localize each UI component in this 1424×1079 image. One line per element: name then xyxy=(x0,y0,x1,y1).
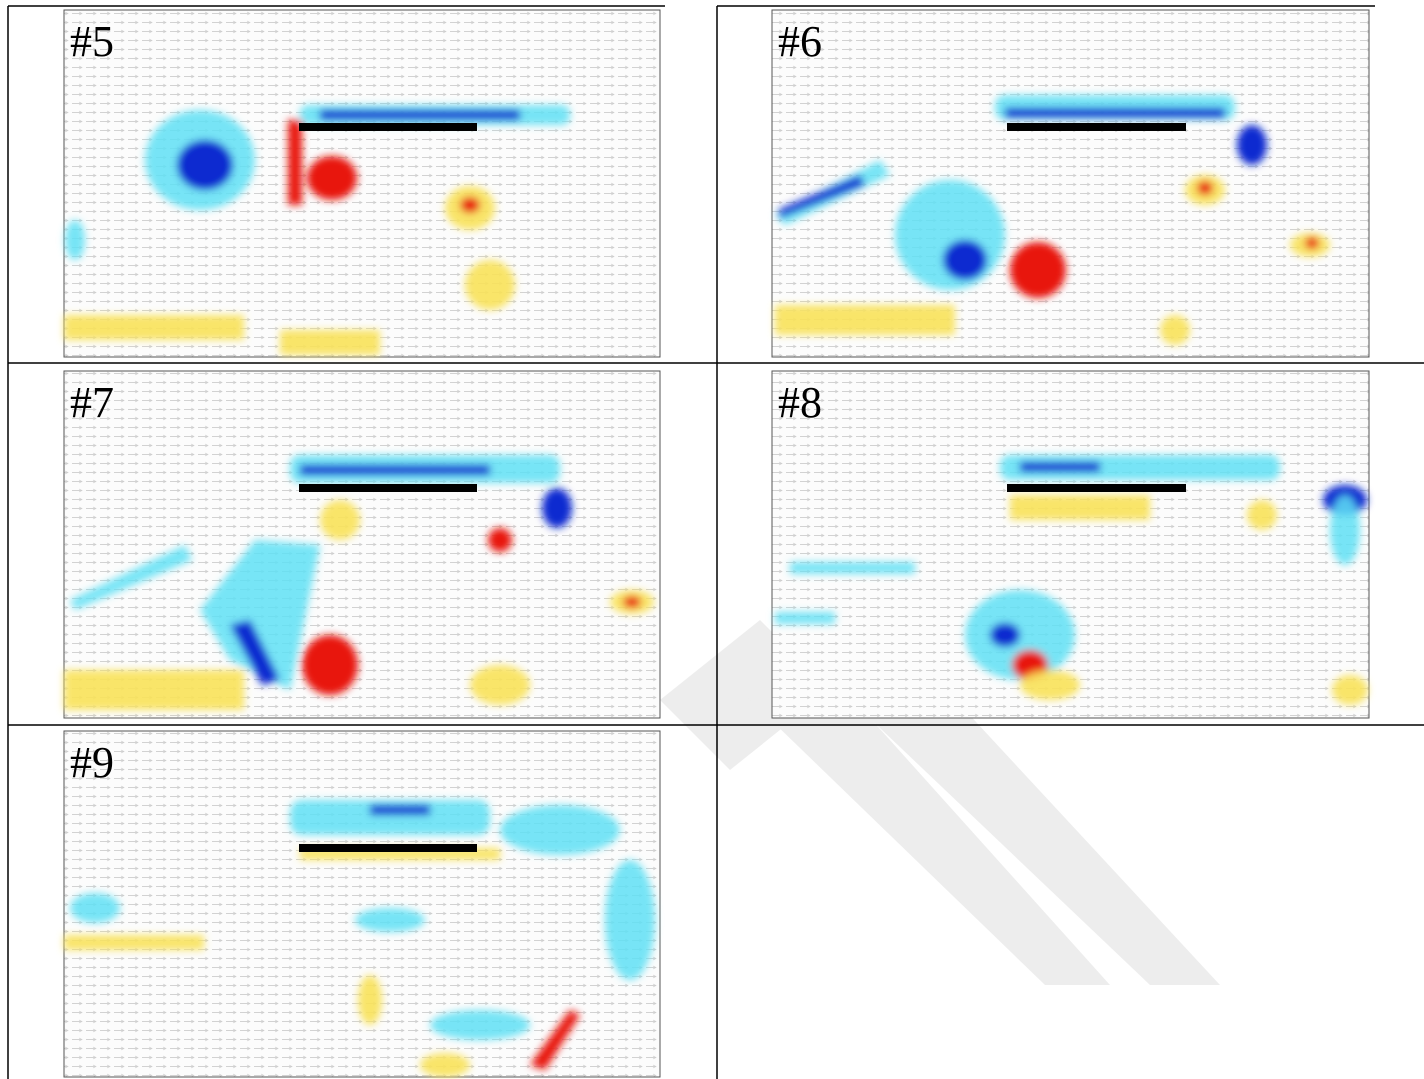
panel-label: #9 xyxy=(70,738,114,787)
panel-label: #7 xyxy=(70,378,114,427)
panel-label: #6 xyxy=(778,17,822,66)
panel: #5 xyxy=(64,10,660,357)
panel: #6 xyxy=(772,10,1369,357)
panel: #7 xyxy=(64,371,660,718)
panel: #9 xyxy=(64,731,660,1077)
panel: #8 xyxy=(772,371,1369,718)
panel-label: #5 xyxy=(70,17,114,66)
panel-label: #8 xyxy=(778,378,822,427)
figure-table: #5 #6 xyxy=(0,0,1424,1079)
